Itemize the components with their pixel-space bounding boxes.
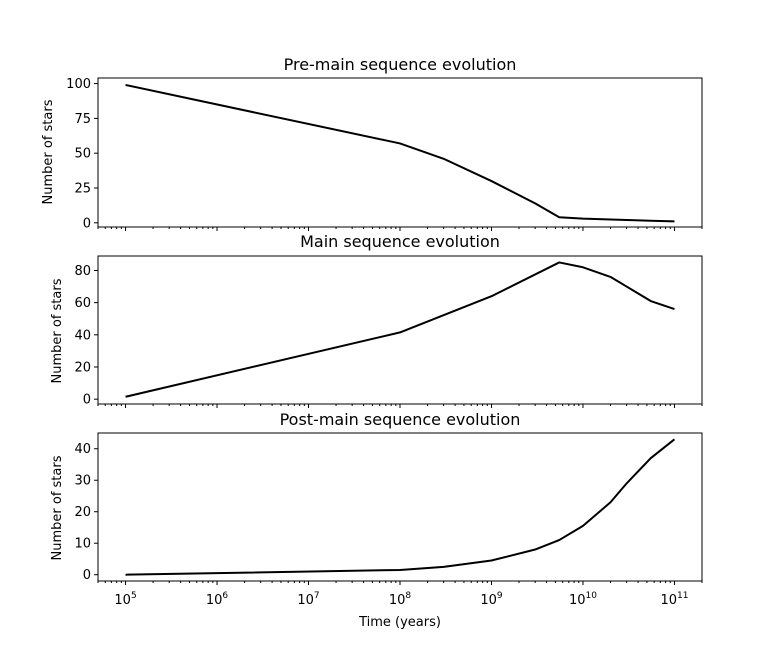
y-ticks-main: 0 20 40 60 80	[74, 264, 98, 408]
chart-title-post-main: Post-main sequence evolution	[280, 410, 521, 429]
y-tick-label: 30	[74, 474, 91, 489]
series-line-main	[125, 261, 675, 398]
x-tick-labels: 105 106 107 108 109 1010 1011	[114, 591, 688, 608]
y-tick-label: 0	[83, 393, 91, 408]
y-tick-label: 25	[74, 182, 91, 197]
x-ticks-post-main	[97, 581, 703, 585]
chart-title-pre-main: Pre-main sequence evolution	[284, 55, 517, 74]
panel-main-sequence: Main sequence evolution Number of stars …	[50, 232, 703, 408]
axes-frame-pre-main	[97, 77, 703, 228]
x-tick-label: 108	[389, 591, 412, 608]
y-tick-label: 0	[83, 216, 91, 231]
y-axis-label-pre-main: Number of stars	[41, 99, 56, 204]
x-tick-label: 106	[206, 591, 229, 608]
x-tick-label: 1011	[660, 591, 688, 608]
panel-pre-main-sequence: Pre-main sequence evolution Number of st…	[41, 55, 703, 231]
y-ticks-pre-main: 0 25 50 75 100	[66, 77, 98, 231]
x-ticks-pre-main	[97, 227, 703, 231]
y-tick-label: 20	[74, 361, 91, 376]
y-tick-label: 80	[74, 264, 91, 279]
series-line-post-main	[125, 438, 676, 576]
x-ticks-main	[97, 404, 703, 408]
y-ticks-post-main: 0 10 20 30 40	[74, 442, 98, 583]
axes-frame-post-main	[97, 432, 703, 582]
y-axis-label-main: Number of stars	[50, 278, 65, 383]
series-line-pre-main	[125, 83, 675, 223]
y-tick-label: 75	[74, 112, 91, 127]
y-tick-label: 40	[74, 328, 91, 343]
y-tick-label: 50	[74, 147, 91, 162]
panel-post-main-sequence: Post-main sequence evolution Number of s…	[50, 410, 703, 630]
y-tick-label: 20	[74, 505, 91, 520]
x-tick-label: 1010	[569, 591, 597, 608]
y-tick-label: 10	[74, 537, 91, 552]
x-tick-label: 109	[480, 591, 503, 608]
x-axis-label: Time (years)	[358, 615, 441, 630]
chart-title-main: Main sequence evolution	[300, 232, 500, 251]
axes-frame-main	[97, 255, 703, 405]
y-tick-label: 0	[83, 568, 91, 583]
y-tick-label: 100	[66, 77, 91, 92]
x-tick-label: 105	[114, 591, 136, 608]
y-tick-label: 60	[74, 296, 91, 311]
x-tick-label: 107	[297, 591, 319, 608]
y-tick-label: 40	[74, 442, 91, 457]
y-axis-label-post-main: Number of stars	[50, 455, 65, 560]
